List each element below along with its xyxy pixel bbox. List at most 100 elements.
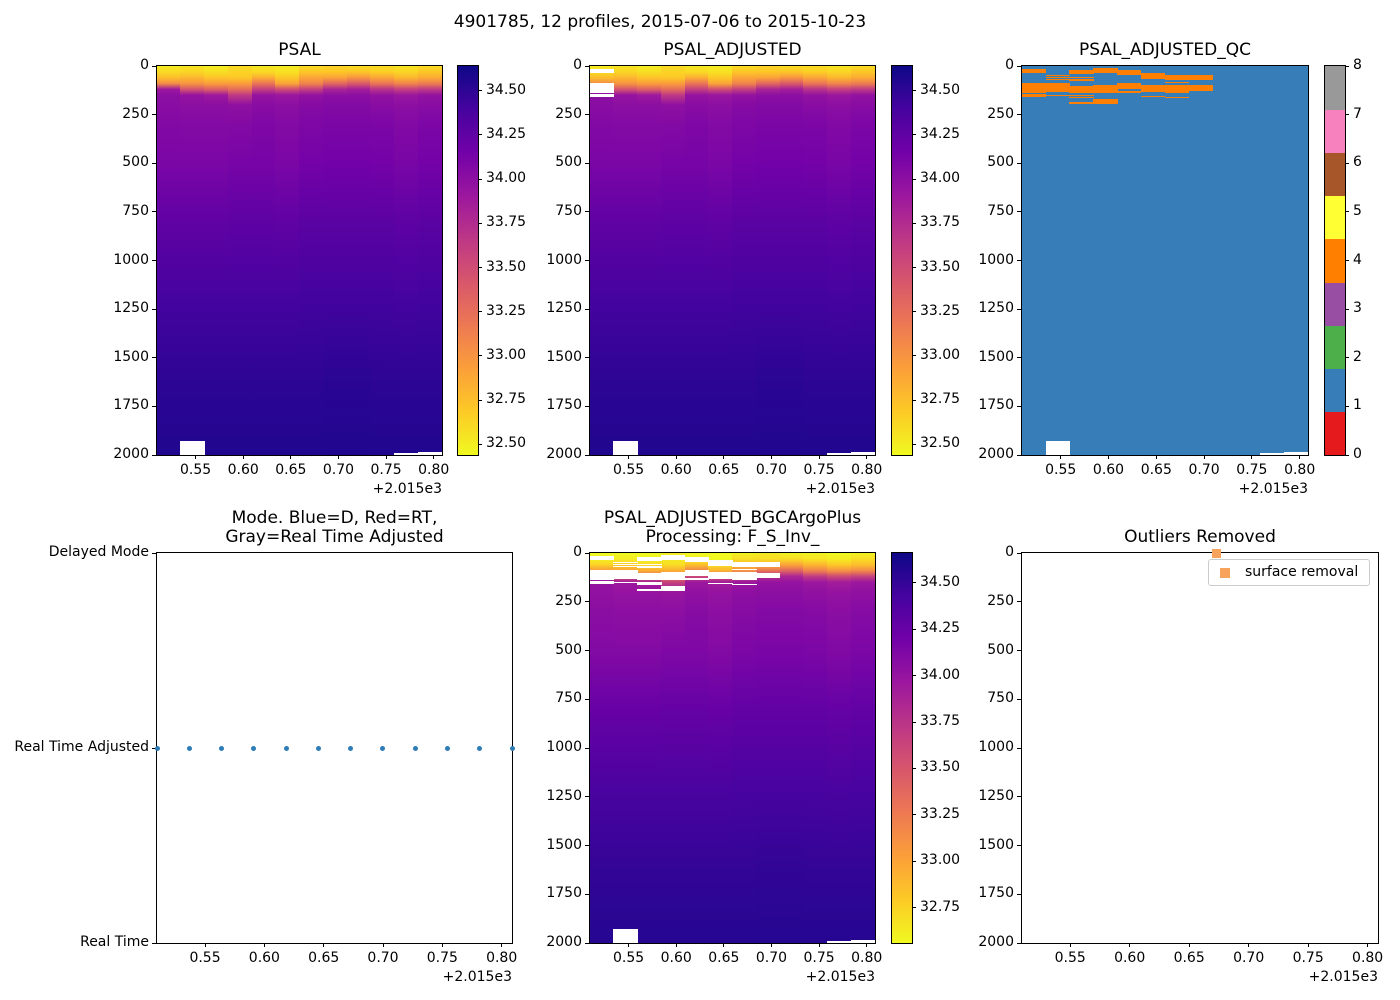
colorbar-tick-label: 33.75 xyxy=(920,214,961,231)
y-tick xyxy=(152,65,156,67)
data-gap xyxy=(417,452,442,455)
y-category-label: Delayed Mode xyxy=(48,544,149,560)
data-gap xyxy=(708,560,733,567)
y-tick xyxy=(585,405,589,407)
x-tick xyxy=(1299,455,1301,459)
x-tick xyxy=(337,455,339,459)
colorbar-tick xyxy=(478,399,482,401)
data-gap xyxy=(755,572,781,579)
colorbar-tick xyxy=(912,90,916,92)
y-tick-label: 1000 xyxy=(978,251,1014,268)
qc-flag-mark xyxy=(1117,70,1142,75)
mode-data-point xyxy=(219,745,225,751)
x-tick xyxy=(1060,455,1062,459)
heatmap-column xyxy=(803,66,828,455)
y-tick xyxy=(1017,698,1021,700)
data-gap xyxy=(732,568,757,570)
heatmap-column xyxy=(708,553,733,943)
colorbar-tick-label: 34.25 xyxy=(920,620,961,637)
colorbar-tick xyxy=(478,267,482,269)
colorbar-tick xyxy=(912,860,916,862)
subplot-title-line: Gray=Real Time Adjusted xyxy=(225,527,444,547)
data-gap xyxy=(827,453,852,455)
mode-data-point xyxy=(509,745,515,751)
colorbar-tick-label: 32.50 xyxy=(486,435,527,452)
colorbar-tick-label: 32.50 xyxy=(920,435,961,452)
y-tick xyxy=(1017,211,1021,213)
legend-marker xyxy=(1220,568,1230,578)
heatmap-column xyxy=(346,66,372,455)
legend: surface removal xyxy=(1208,559,1370,586)
colorbar-tick xyxy=(912,355,916,357)
axes-frame xyxy=(1021,65,1309,456)
qc-flag-mark xyxy=(1069,70,1094,74)
colorbar-tick xyxy=(912,907,916,909)
colorbar-tick xyxy=(912,222,916,224)
x-tick-label: 0.65 xyxy=(275,462,307,478)
data-gap xyxy=(684,578,710,580)
x-tick-label: 0.55 xyxy=(189,950,221,966)
y-tick-label: 1750 xyxy=(546,397,582,414)
figure-title: 4901785, 12 profiles, 2015-07-06 to 2015… xyxy=(453,12,867,32)
x-tick-label: 0.65 xyxy=(308,950,340,966)
data-gap xyxy=(637,564,662,566)
data-gap xyxy=(613,441,638,455)
colorbar-tick xyxy=(1345,260,1349,261)
data-gap xyxy=(732,561,757,568)
heatmap-column xyxy=(613,553,638,943)
colorbar-tick-label: 33.25 xyxy=(920,805,961,822)
x-tick-label: 0.80 xyxy=(851,462,883,478)
colorbar-tick xyxy=(478,90,482,92)
qc-flag-mark xyxy=(1045,83,1070,93)
colorbar-tick-label: 7 xyxy=(1353,105,1362,122)
x-tick xyxy=(385,455,387,459)
x-tick xyxy=(242,455,244,459)
y-tick xyxy=(1017,162,1021,164)
y-tick xyxy=(585,308,589,310)
heatmap-column xyxy=(803,553,828,943)
y-tick xyxy=(585,211,589,213)
y-tick-label: 1750 xyxy=(978,885,1014,902)
data-gap xyxy=(590,94,615,98)
mode-data-point xyxy=(251,745,257,751)
mode-data-point xyxy=(444,745,450,751)
y-tick-label: 500 xyxy=(555,641,582,658)
x-tick-label: 0.65 xyxy=(708,462,740,478)
y-tick-label: 1000 xyxy=(546,251,582,268)
colorbar-tick-label: 5 xyxy=(1353,202,1362,219)
y-tick-label: 2000 xyxy=(978,934,1014,950)
qc-flag-mark xyxy=(1045,74,1070,77)
y-tick xyxy=(585,357,589,359)
y-tick xyxy=(1017,845,1021,846)
x-tick-label: 0.70 xyxy=(1233,950,1265,966)
x-tick xyxy=(195,455,197,459)
y-tick-label: 2000 xyxy=(546,934,582,950)
colorbar xyxy=(457,65,479,456)
x-tick xyxy=(628,455,630,459)
x-tick-label: 0.75 xyxy=(803,950,835,966)
subplot-title: PSAL xyxy=(97,41,502,60)
y-tick xyxy=(1017,454,1021,456)
y-tick-label: 1250 xyxy=(113,300,149,317)
subplot-title-line: PSAL_ADJUSTED_QC xyxy=(1079,40,1251,60)
qc-flag-mark xyxy=(1188,75,1213,80)
axes-frame xyxy=(589,65,876,456)
colorbar-tick-label: 1 xyxy=(1353,397,1362,414)
y-tick-label: 0 xyxy=(1005,57,1014,73)
qc-colorbar-segment xyxy=(1325,195,1345,240)
colorbar-tick xyxy=(1345,211,1349,213)
x-tick-label: 0.80 xyxy=(1284,462,1316,478)
heatmap-column xyxy=(322,66,348,455)
heatmap-column xyxy=(660,66,686,455)
x-tick xyxy=(866,455,868,459)
x-tick xyxy=(1203,455,1205,459)
y-tick xyxy=(585,650,589,651)
x-tick-label: 0.65 xyxy=(708,950,740,966)
data-gap xyxy=(590,556,615,561)
colorbar-tick-label: 0 xyxy=(1353,446,1362,462)
x-tick-label: 0.80 xyxy=(486,950,518,966)
y-tick xyxy=(152,162,156,164)
qc-colorbar-segment xyxy=(1325,368,1345,413)
x-tick-label: 0.65 xyxy=(1173,950,1205,966)
data-gap xyxy=(637,573,662,580)
